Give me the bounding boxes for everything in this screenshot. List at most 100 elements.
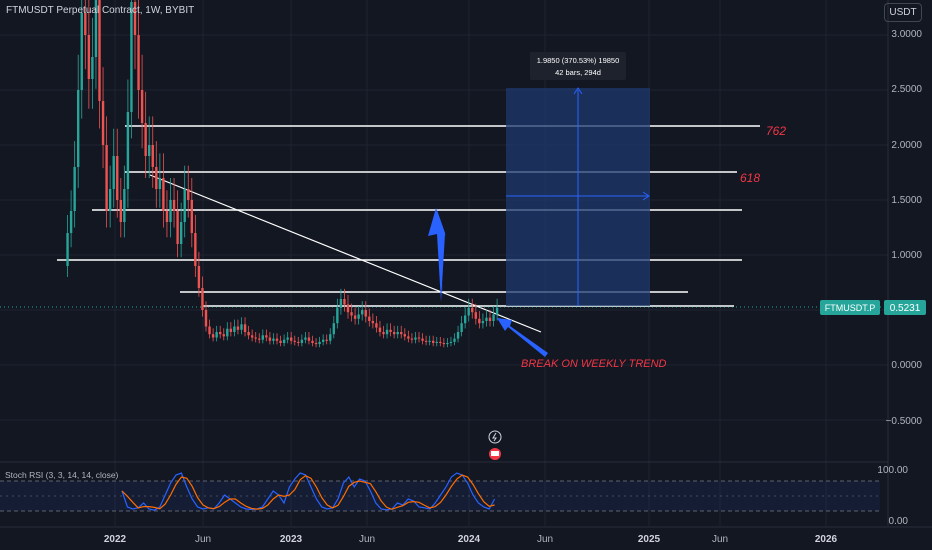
currency-button[interactable]: USDT <box>884 3 922 22</box>
candle[interactable] <box>254 332 257 343</box>
stoch-rsi-label[interactable]: Stoch RSI (3, 3, 14, 14, close) <box>5 470 119 480</box>
candle[interactable] <box>119 178 122 238</box>
candle[interactable] <box>240 317 243 335</box>
candle[interactable] <box>378 320 382 337</box>
fib-label-762[interactable]: 762 <box>766 124 786 138</box>
candle[interactable] <box>190 178 193 248</box>
candle[interactable] <box>290 332 293 345</box>
candle[interactable] <box>73 141 76 228</box>
candle[interactable] <box>353 307 357 325</box>
candle[interactable] <box>300 334 304 347</box>
candle[interactable] <box>222 328 225 341</box>
candle[interactable] <box>208 319 211 339</box>
candle[interactable] <box>275 333 279 345</box>
candle[interactable] <box>314 338 318 348</box>
candle[interactable] <box>311 335 314 347</box>
candle[interactable] <box>226 322 229 341</box>
candle[interactable] <box>158 153 162 208</box>
candle[interactable] <box>332 315 335 339</box>
candle[interactable] <box>140 54 144 149</box>
candle[interactable] <box>258 333 261 344</box>
candle[interactable] <box>368 308 371 327</box>
candle[interactable] <box>293 335 296 346</box>
flag-event-icon[interactable] <box>489 448 501 460</box>
candle[interactable] <box>435 336 438 347</box>
candle[interactable] <box>233 319 236 337</box>
symbol-title[interactable]: FTMUSDT Perpetual Contract, 1W, BYBIT <box>6 5 195 16</box>
up-arrow-icon[interactable] <box>428 208 446 302</box>
candle[interactable] <box>417 332 421 343</box>
candle[interactable] <box>123 165 126 238</box>
candle[interactable] <box>456 325 460 343</box>
candle[interactable] <box>339 288 343 315</box>
candle[interactable] <box>69 190 73 248</box>
candle[interactable] <box>449 336 453 347</box>
candle[interactable] <box>250 329 254 342</box>
candle[interactable] <box>346 295 350 319</box>
candle[interactable] <box>382 325 385 339</box>
candle[interactable] <box>439 336 442 347</box>
candle[interactable] <box>307 332 311 345</box>
candle[interactable] <box>155 141 158 208</box>
candle[interactable] <box>204 301 208 332</box>
weekly-trendline[interactable] <box>149 174 542 333</box>
candle[interactable] <box>126 79 130 208</box>
candle[interactable] <box>385 323 389 339</box>
candle[interactable] <box>179 202 183 258</box>
candle[interactable] <box>400 325 403 339</box>
candle[interactable] <box>297 336 300 347</box>
candle[interactable] <box>329 328 332 345</box>
candle[interactable] <box>424 335 428 346</box>
candle[interactable] <box>392 325 396 339</box>
candle[interactable] <box>442 338 446 348</box>
candle[interactable] <box>474 303 477 325</box>
candle[interactable] <box>172 178 176 228</box>
candle[interactable] <box>94 0 98 89</box>
candle[interactable] <box>471 298 474 319</box>
candle[interactable] <box>428 335 431 346</box>
candle[interactable] <box>446 338 449 348</box>
candle[interactable] <box>87 0 91 109</box>
candle[interactable] <box>197 251 201 297</box>
candle[interactable] <box>137 0 140 119</box>
candle[interactable] <box>130 0 133 139</box>
candle[interactable] <box>77 54 80 188</box>
candle[interactable] <box>201 276 204 317</box>
candle[interactable] <box>432 335 435 347</box>
candle[interactable] <box>194 214 197 277</box>
candle[interactable] <box>478 311 481 329</box>
candle[interactable] <box>261 329 264 344</box>
break-annotation[interactable]: BREAK ON WEEKLY TREND <box>521 358 667 370</box>
lightning-icon[interactable] <box>488 430 502 444</box>
candle[interactable] <box>414 332 417 344</box>
candle[interactable] <box>481 313 485 329</box>
candlestick-series[interactable] <box>66 0 499 348</box>
time-axis[interactable]: 2022 Jun 2023 Jun 2024 Jun 2025 Jun 2026 <box>0 526 932 545</box>
candle[interactable] <box>66 214 69 277</box>
candle[interactable] <box>236 319 240 335</box>
fib-label-618[interactable]: 618 <box>740 171 760 185</box>
candle[interactable] <box>343 288 346 312</box>
candle[interactable] <box>371 313 375 329</box>
candle[interactable] <box>116 128 119 218</box>
candle[interactable] <box>151 116 154 188</box>
candle[interactable] <box>268 332 272 345</box>
candle[interactable] <box>485 309 488 327</box>
candle[interactable] <box>460 315 463 337</box>
candle[interactable] <box>219 325 222 339</box>
candle[interactable] <box>101 67 105 169</box>
candle[interactable] <box>247 325 250 340</box>
price-axis[interactable]: 3.0000 2.5000 2.0000 1.5000 1.0000 0.000… <box>877 0 922 527</box>
candle[interactable] <box>375 315 378 333</box>
candle[interactable] <box>407 330 410 343</box>
candle[interactable] <box>282 334 286 347</box>
candle[interactable] <box>84 0 87 70</box>
candle[interactable] <box>321 334 325 346</box>
candle[interactable] <box>169 178 172 238</box>
candle[interactable] <box>279 335 282 347</box>
candle[interactable] <box>148 116 151 178</box>
candle[interactable] <box>165 190 169 238</box>
candle[interactable] <box>80 0 83 119</box>
candle[interactable] <box>453 333 456 346</box>
